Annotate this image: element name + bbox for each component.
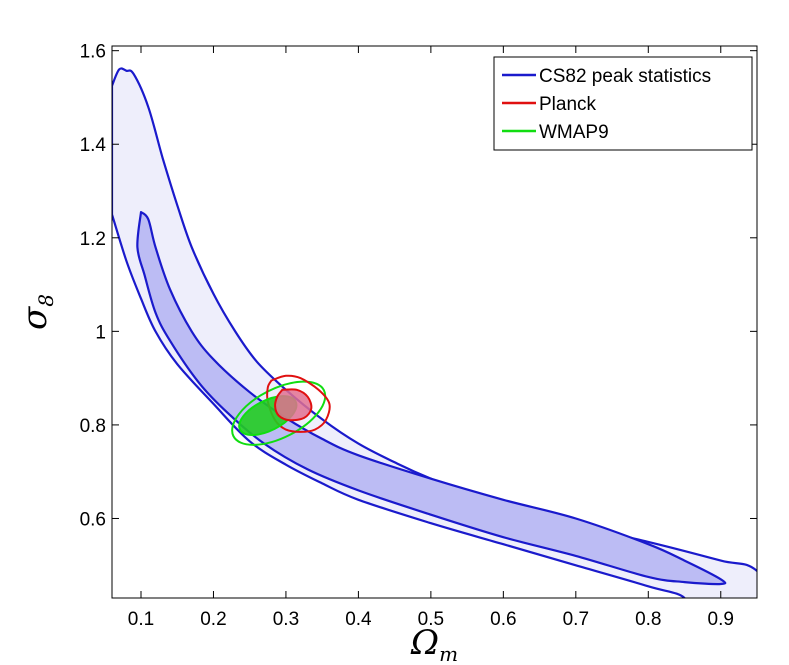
x-tick-label: 0.9 — [708, 609, 734, 630]
legend-label: Planck — [539, 94, 597, 115]
plot-frame — [111, 45, 758, 599]
y-axis-label: σ8 — [15, 294, 58, 330]
y-tick-label: 1.2 — [80, 229, 106, 250]
x-tick-label: 0.2 — [200, 609, 226, 630]
x-axis-label: Ωm — [410, 623, 458, 665]
x-axis: 0.1 0.2 0.3 0.4 0.5 0.6 0.7 0.8 0.9 — [128, 46, 734, 630]
x-tick-label: 0.3 — [273, 609, 299, 630]
x-tick-label: 0.1 — [128, 609, 154, 630]
x-tick-label: 0.7 — [563, 609, 589, 630]
y-axis: 0.6 0.8 1 1.2 1.4 1.6 — [80, 42, 757, 530]
legend-label: CS82 peak statistics — [539, 66, 711, 87]
legend-label: WMAP9 — [539, 122, 609, 143]
y-tick-label: 1.6 — [80, 42, 106, 63]
y-tick-label: 0.6 — [80, 509, 106, 530]
x-tick-label: 0.8 — [635, 609, 661, 630]
x-tick-label: 0.5 — [418, 609, 444, 630]
x-tick-label: 0.6 — [490, 609, 516, 630]
y-tick-label: 1.4 — [80, 135, 107, 156]
y-tick-label: 1 — [95, 322, 106, 343]
y-tick-label: 0.8 — [80, 416, 106, 437]
x-tick-label: 0.4 — [345, 609, 372, 630]
planck-inner-contour — [274, 388, 313, 422]
legend-box — [493, 56, 753, 151]
legend: CS82 peak statistics Planck WMAP9 — [493, 56, 753, 151]
